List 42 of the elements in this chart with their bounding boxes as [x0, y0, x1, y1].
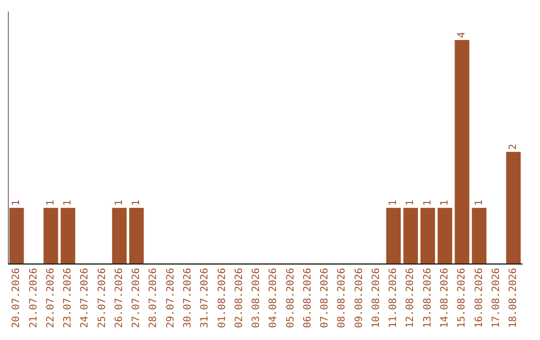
- x-tick-label: 18.08.2026: [508, 268, 520, 328]
- data-label: 1: [388, 200, 400, 206]
- x-tick-label: 11.08.2026: [388, 268, 400, 328]
- x-tick-label: 29.07.2026: [165, 268, 176, 328]
- x-tick-label: 16.08.2026: [474, 268, 485, 328]
- data-label: 1: [405, 200, 416, 206]
- data-label: 4: [456, 32, 468, 38]
- x-tick-label: 28.07.2026: [148, 268, 160, 328]
- data-label: 1: [62, 200, 74, 206]
- x-tick-label: 08.08.2026: [336, 268, 348, 328]
- data-label: 1: [45, 200, 56, 206]
- x-tick-label: 21.07.2026: [28, 268, 40, 328]
- x-tick-label: 20.07.2026: [11, 268, 22, 328]
- x-tick-label: 01.08.2026: [216, 268, 228, 328]
- data-label: 1: [439, 200, 450, 206]
- x-tick-label: 15.08.2026: [456, 268, 468, 328]
- x-tick-label: 13.08.2026: [422, 268, 434, 328]
- x-tick-label: 14.08.2026: [439, 268, 450, 328]
- x-tick-label: 03.08.2026: [251, 268, 262, 328]
- x-tick-label: 05.08.2026: [285, 268, 296, 328]
- x-tick-label: 25.07.2026: [96, 268, 108, 328]
- x-tick-label: 12.08.2026: [405, 268, 416, 328]
- x-tick-label: 23.07.2026: [62, 268, 74, 328]
- x-tick-label: 24.07.2026: [80, 268, 91, 328]
- data-label: 1: [422, 200, 434, 206]
- data-label: 1: [131, 200, 142, 206]
- x-tick-label: 17.08.2026: [490, 268, 502, 328]
- x-tick-label: 04.08.2026: [268, 268, 280, 328]
- data-label: 2: [508, 144, 520, 150]
- x-tick-label: 22.07.2026: [45, 268, 56, 328]
- x-tick-label: 02.08.2026: [234, 268, 245, 328]
- data-label: 1: [474, 200, 485, 206]
- data-label: 1: [114, 200, 125, 206]
- data-label: 1: [11, 200, 22, 206]
- x-tick-label: 10.08.2026: [370, 268, 382, 328]
- x-tick-label: 26.07.2026: [114, 268, 125, 328]
- x-tick-label: 07.08.2026: [320, 268, 331, 328]
- x-tick-label: 31.07.2026: [200, 268, 211, 328]
- x-tick-label: 27.07.2026: [131, 268, 142, 328]
- x-tick-label: 06.08.2026: [302, 268, 314, 328]
- x-tick-label: 30.07.2026: [182, 268, 194, 328]
- x-tick-label: 09.08.2026: [354, 268, 365, 328]
